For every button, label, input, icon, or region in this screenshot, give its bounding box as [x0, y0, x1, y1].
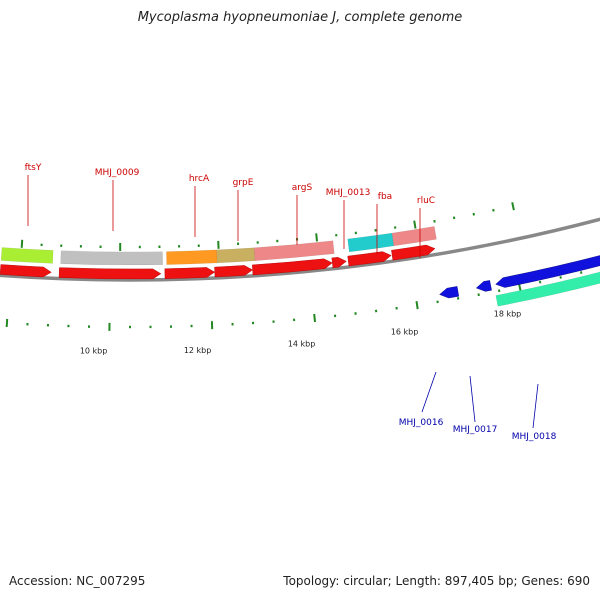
forward-cds-track	[0, 244, 436, 280]
accession-text: Accession: NC_007295	[9, 574, 146, 588]
outer-tick	[472, 212, 475, 216]
tick-marks	[5, 202, 583, 331]
forward-cds-arrow	[391, 244, 436, 261]
forward-cds-arrow	[214, 265, 253, 278]
label-leader-line	[469, 375, 476, 423]
scale-label: 16 kbp	[391, 327, 419, 336]
gene-label-fba: fba	[378, 192, 392, 202]
gene-label-MHJ_0009: MHJ_0009	[95, 168, 140, 178]
gene-label-argS: argS	[292, 183, 313, 193]
backbone-line	[0, 217, 600, 282]
forward-cds-arrow	[58, 267, 162, 280]
outer-tick	[511, 202, 515, 211]
gene-label-hrcA: hrcA	[189, 174, 210, 184]
forward-cds-arrow	[0, 264, 52, 278]
forward-cds-arrow	[252, 258, 333, 276]
reverse-cds-arrow	[475, 280, 492, 292]
cog-bar	[0, 247, 54, 264]
forward-cds-arrow	[347, 251, 392, 267]
gene-label-MHJ_0017: MHJ_0017	[453, 425, 498, 435]
gene-label-rluC: rluC	[417, 196, 435, 206]
scale-label: 18 kbp	[494, 310, 522, 319]
inner-tick	[497, 289, 501, 293]
inner-tick	[415, 301, 419, 310]
outer-tick	[413, 220, 417, 229]
gene-label-MHJ_0016: MHJ_0016	[399, 418, 444, 428]
cog-bar	[347, 232, 395, 253]
cog-bar	[391, 226, 437, 247]
label-leader-line	[532, 383, 539, 429]
gene-label-grpE: grpE	[233, 178, 254, 188]
scale-labels: 10 kbp 12 kbp 14 kbp 16 kbp 18 kbp	[80, 310, 521, 356]
reverse-cds-track	[439, 255, 600, 299]
cog-bar	[166, 249, 218, 265]
gene-label-MHJ_0013: MHJ_0013	[326, 188, 371, 198]
cog-bar	[216, 247, 256, 264]
cog-bar	[253, 240, 335, 261]
cog-bar	[60, 250, 163, 266]
gene-label-ftsY: ftsY	[25, 163, 42, 173]
inner-tick	[579, 271, 583, 274]
map-title: Mycoplasma hyopneumoniae J, complete gen…	[137, 10, 463, 25]
reverse-cds-arrow	[439, 286, 460, 299]
inner-tick	[559, 276, 562, 279]
genome-summary-text: Topology: circular; Length: 897,405 bp; …	[283, 574, 590, 588]
outer-tick	[315, 233, 318, 242]
scale-label: 12 kbp	[184, 346, 212, 355]
inner-tick	[538, 280, 542, 284]
reverse-cds-arrow	[495, 255, 600, 288]
inner-tick	[5, 318, 9, 328]
inner-tick	[313, 313, 316, 323]
scale-label: 10 kbp	[80, 347, 108, 356]
forward-cds-arrow	[331, 256, 347, 269]
scale-label: 14 kbp	[288, 339, 316, 348]
inner-tick	[477, 293, 480, 297]
forward-cds-arrow	[164, 267, 216, 279]
outer-tick	[20, 239, 24, 248]
gene-labels: ftsY MHJ_0009 hrcA grpE argS MHJ_0013 fba rluC M…	[25, 163, 557, 442]
gene-label-MHJ_0018: MHJ_0018	[512, 432, 557, 442]
backbone	[0, 217, 600, 282]
label-leader-line	[421, 371, 437, 413]
cog-bar	[495, 271, 600, 307]
cog-bars	[0, 226, 600, 307]
